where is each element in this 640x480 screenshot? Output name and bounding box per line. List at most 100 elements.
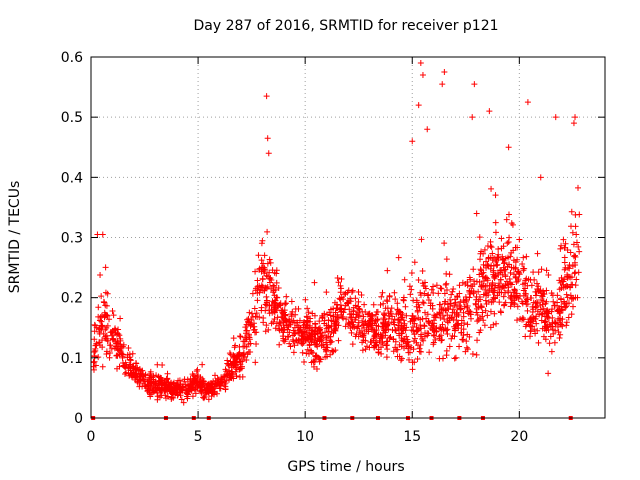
scatter-point bbox=[392, 296, 399, 303]
scatter-point bbox=[484, 312, 491, 319]
scatter-point bbox=[272, 325, 279, 332]
scatter-point bbox=[467, 276, 474, 283]
scatter-point bbox=[327, 351, 334, 358]
scatter-point bbox=[537, 174, 544, 181]
scatter-point bbox=[421, 323, 428, 330]
scatter-point bbox=[343, 316, 350, 323]
scatter-point bbox=[426, 349, 433, 356]
scatter-point bbox=[570, 241, 577, 248]
scatter-point bbox=[477, 250, 484, 257]
scatter-point bbox=[421, 309, 428, 316]
scatter-point bbox=[265, 150, 272, 157]
scatter-point bbox=[168, 394, 175, 401]
scatter-point bbox=[350, 308, 357, 315]
scatter-point bbox=[114, 340, 121, 347]
grid bbox=[91, 57, 605, 418]
scatter-point bbox=[410, 297, 417, 304]
scatter-point bbox=[371, 344, 378, 351]
scatter-point bbox=[469, 114, 476, 121]
scatter-point bbox=[288, 298, 295, 305]
scatter-point bbox=[276, 319, 283, 326]
scatter-point bbox=[178, 396, 185, 403]
scatter-point bbox=[441, 290, 448, 297]
scatter-point bbox=[456, 343, 463, 350]
scatter-point bbox=[375, 349, 382, 356]
scatter-point bbox=[561, 244, 568, 251]
scatter-point bbox=[280, 321, 287, 328]
scatter-point bbox=[272, 297, 279, 304]
scatter-point bbox=[263, 302, 270, 309]
scatter-point bbox=[558, 242, 565, 249]
scatter-point bbox=[99, 363, 106, 370]
scatter-point bbox=[416, 345, 423, 352]
scatter-point bbox=[180, 399, 187, 406]
scatter-point bbox=[276, 341, 283, 348]
scatter-point bbox=[228, 361, 235, 368]
scatter-point bbox=[482, 297, 489, 304]
scatter-point bbox=[492, 219, 499, 226]
scatter-point bbox=[549, 319, 556, 326]
scatter-point bbox=[349, 341, 356, 348]
scatter-point bbox=[359, 317, 366, 324]
scatter-point bbox=[548, 348, 555, 355]
scatter-point bbox=[483, 264, 490, 271]
scatter-point bbox=[261, 268, 268, 275]
scatter-point bbox=[189, 393, 196, 400]
scatter-point bbox=[91, 328, 98, 335]
scatter-point bbox=[263, 272, 270, 279]
scatter-point bbox=[273, 267, 280, 274]
scatter-point bbox=[406, 283, 413, 290]
y-tick-label: 0.4 bbox=[61, 170, 83, 186]
scatter-point bbox=[565, 264, 572, 271]
scatter-point bbox=[473, 210, 480, 217]
scatter-point bbox=[270, 282, 277, 289]
scatter-point bbox=[93, 324, 100, 331]
scatter-point bbox=[192, 384, 199, 391]
scatter-point bbox=[488, 185, 495, 192]
scatter-point bbox=[506, 234, 513, 241]
scatter-point bbox=[422, 285, 429, 292]
scatter-point bbox=[448, 291, 455, 298]
scatter-point bbox=[122, 371, 129, 378]
scatter-point bbox=[437, 324, 444, 331]
scatter-point bbox=[208, 393, 215, 400]
scatter-point bbox=[561, 276, 568, 283]
scatter-point bbox=[391, 289, 398, 296]
scatter-point bbox=[275, 285, 282, 292]
scatter-point bbox=[486, 287, 493, 294]
scatter-point bbox=[292, 311, 299, 318]
scatter-point bbox=[109, 307, 116, 314]
scatter-point bbox=[544, 313, 551, 320]
scatter-point bbox=[199, 361, 206, 368]
scatter-point bbox=[332, 309, 339, 316]
scatter-point bbox=[301, 359, 308, 366]
scatter-point bbox=[444, 330, 451, 337]
scatter-point bbox=[512, 273, 519, 280]
scatter-point bbox=[540, 305, 547, 312]
scatter-point bbox=[102, 326, 109, 333]
scatter-point bbox=[271, 283, 278, 290]
scatter-point bbox=[341, 291, 348, 298]
scatter-point bbox=[487, 254, 494, 261]
scatter-point bbox=[377, 301, 384, 308]
scatter-point bbox=[441, 69, 448, 76]
scatter-point bbox=[561, 259, 568, 266]
scatter-point bbox=[447, 296, 454, 303]
scatter-point bbox=[129, 350, 136, 357]
scatter-point bbox=[441, 316, 448, 323]
scatter-point bbox=[268, 306, 275, 313]
scatter-point bbox=[504, 263, 511, 270]
scatter-point bbox=[325, 317, 332, 324]
scatter-point bbox=[463, 344, 470, 351]
scatter-point bbox=[443, 286, 450, 293]
scatter-point bbox=[522, 277, 529, 284]
scatter-point bbox=[334, 274, 341, 281]
scatter-point bbox=[321, 329, 328, 336]
scatter-point bbox=[394, 300, 401, 307]
scatter-point bbox=[335, 279, 342, 286]
scatter-point bbox=[271, 309, 278, 316]
scatter-point bbox=[205, 388, 212, 395]
scatter-point bbox=[576, 248, 583, 255]
scatter-point bbox=[467, 311, 474, 318]
